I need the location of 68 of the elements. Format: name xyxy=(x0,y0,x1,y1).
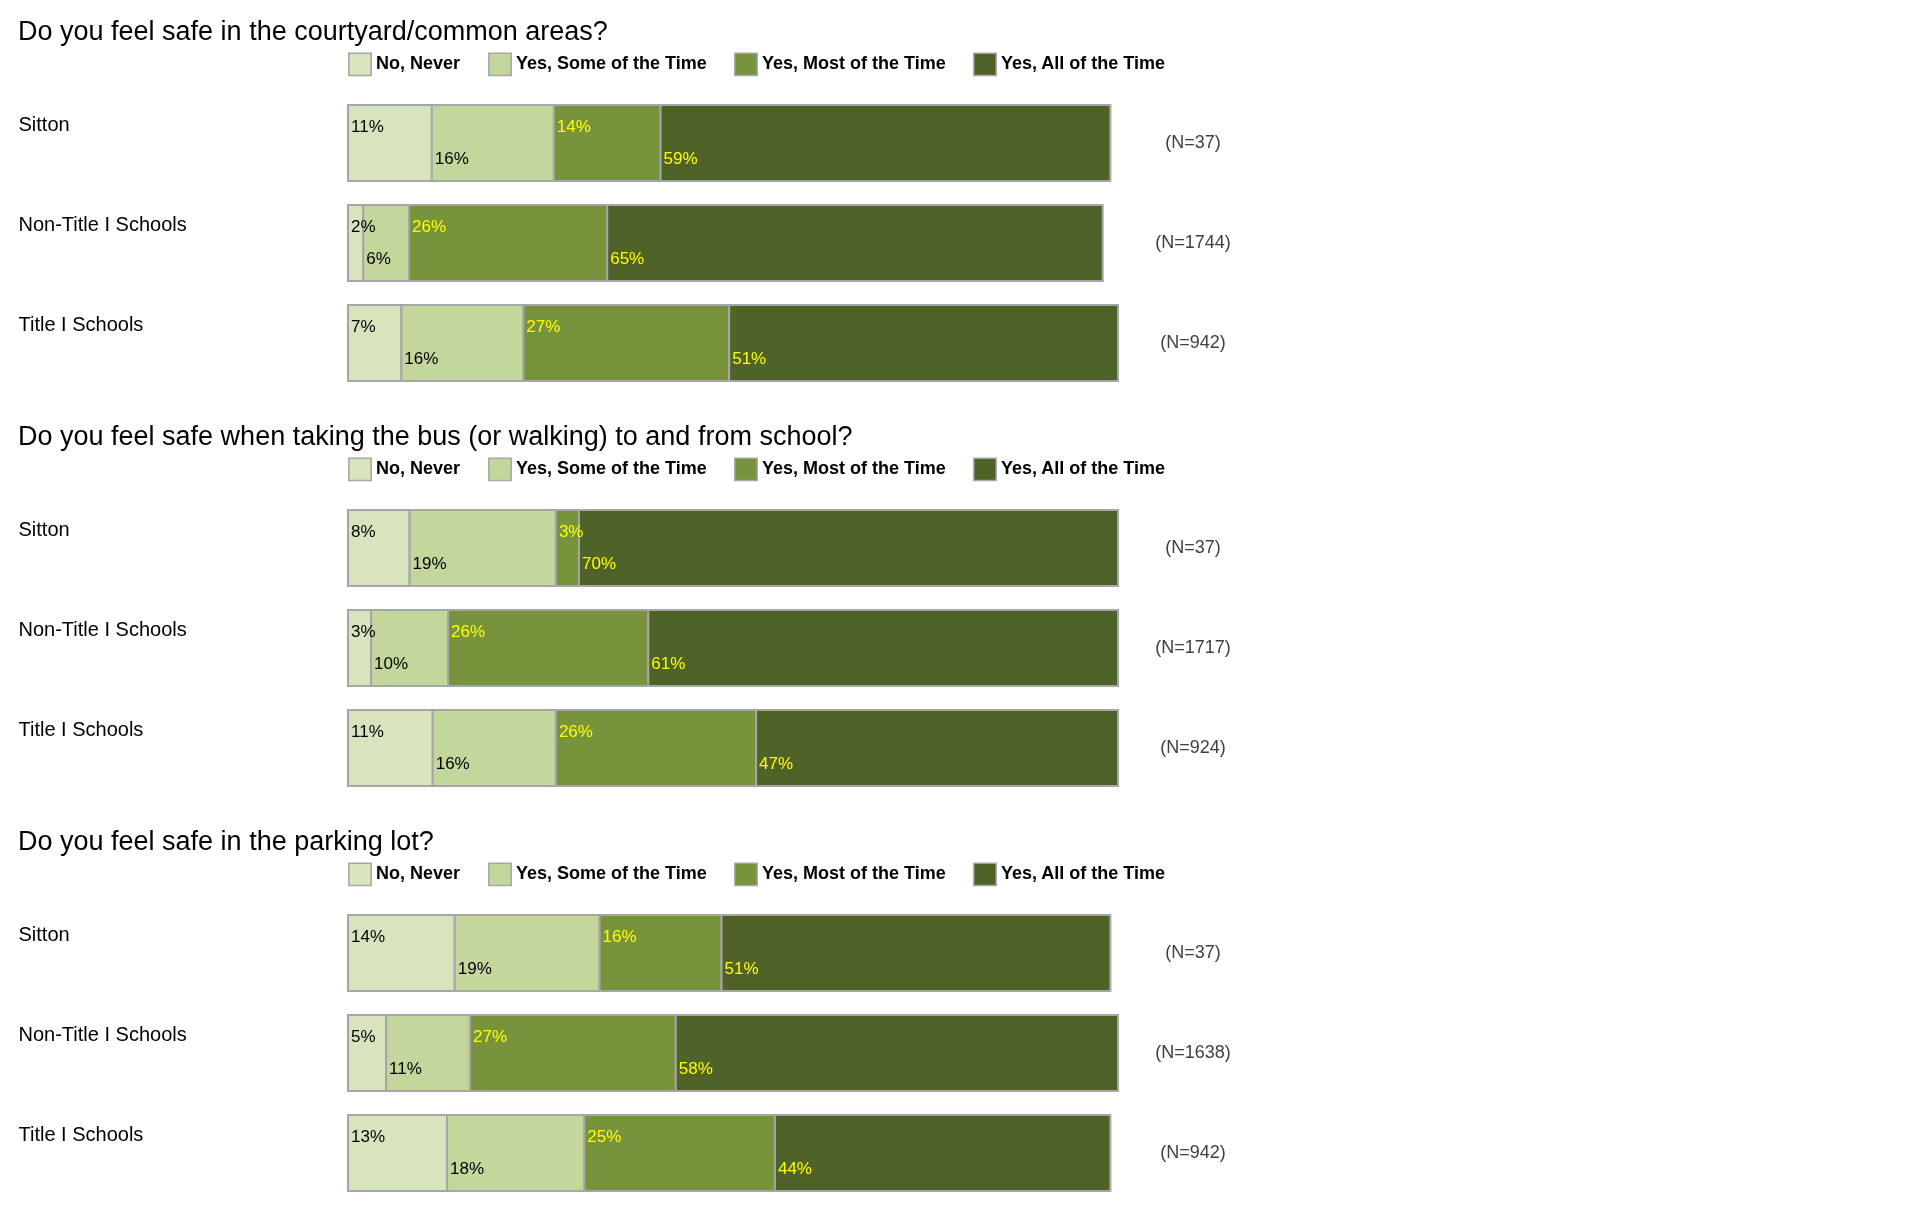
data-label: 11% xyxy=(389,1059,422,1078)
legend-label: No, Never xyxy=(376,863,461,884)
data-label: 16% xyxy=(435,754,470,773)
text: (N=1717) xyxy=(1155,637,1231,657)
y-tick-label: Title I Schools xyxy=(18,1123,144,1145)
data-label: 6% xyxy=(366,249,391,268)
legend-label: Yes, Some of the Time xyxy=(516,863,707,884)
data-label: 51% xyxy=(732,349,767,368)
text: (N=924) xyxy=(1160,737,1226,757)
legend-label: Yes, Most of the Time xyxy=(762,53,946,74)
y-tick-label: Sitton xyxy=(18,518,70,540)
data-label: 58% xyxy=(678,1059,713,1078)
legend-label: Yes, All of the Time xyxy=(1001,53,1166,74)
y-tick-label: Non-Title I Schools xyxy=(18,1023,187,1045)
y-tick-label: Title I Schools xyxy=(18,313,144,335)
data-label: 5% xyxy=(351,1027,376,1046)
data-label: 26% xyxy=(451,622,486,641)
text: (N=37) xyxy=(1165,942,1221,962)
legend-label: No, Never xyxy=(376,458,461,479)
data-label: 47% xyxy=(759,754,794,773)
y-tick-label: Sitton xyxy=(18,923,70,945)
text: (N=1744) xyxy=(1155,232,1231,252)
data-label: 18% xyxy=(450,1159,485,1178)
data-label: 16% xyxy=(602,927,637,946)
data-label: 70% xyxy=(582,554,617,573)
data-label: 26% xyxy=(558,722,593,741)
legend-label: Yes, Most of the Time xyxy=(762,863,946,884)
text: (N=1638) xyxy=(1155,1042,1231,1062)
y-tick-label: Sitton xyxy=(18,113,70,135)
legend-label: Yes, Some of the Time xyxy=(516,458,707,479)
y-tick-label: Non-Title I Schools xyxy=(18,213,187,235)
chart-title: Do you feel safe in the parking lot? xyxy=(18,826,434,856)
y-tick-label: Title I Schools xyxy=(18,718,144,740)
data-label: 65% xyxy=(610,249,645,268)
data-label: 19% xyxy=(457,959,492,978)
legend-label: No, Never xyxy=(376,53,461,74)
text: (N=942) xyxy=(1160,332,1226,352)
y-tick-label: Non-Title I Schools xyxy=(18,618,187,640)
legend-label: Yes, Some of the Time xyxy=(516,53,707,74)
data-label: 61% xyxy=(651,654,686,673)
data-label: 27% xyxy=(472,1027,508,1046)
text: (N=37) xyxy=(1165,537,1221,557)
data-label: 3% xyxy=(351,622,376,641)
data-label: 10% xyxy=(374,654,409,673)
data-label: 25% xyxy=(587,1127,622,1146)
data-label: 27% xyxy=(526,317,561,336)
chart-title: Do you feel safe when taking the bus (or walking) to and from school? xyxy=(18,421,853,451)
data-label: 2% xyxy=(351,217,376,236)
data-label: 16% xyxy=(434,149,469,168)
legend-label: Yes, All of the Time xyxy=(1001,863,1166,884)
data-label: 11% xyxy=(351,722,384,741)
data-label: 51% xyxy=(724,959,759,978)
data-label: 16% xyxy=(404,349,439,368)
data-label: 26% xyxy=(411,217,447,236)
text: (N=942) xyxy=(1160,1142,1226,1162)
data-label: 59% xyxy=(663,149,698,168)
data-label: 7% xyxy=(351,317,376,336)
data-label: 19% xyxy=(412,554,447,573)
legend-label: Yes, Most of the Time xyxy=(762,458,946,479)
data-label: 11% xyxy=(351,117,384,136)
data-label: 8% xyxy=(351,522,376,541)
legend-label: Yes, All of the Time xyxy=(1001,458,1166,479)
data-label: 44% xyxy=(777,1159,812,1178)
text: (N=37) xyxy=(1165,132,1221,152)
data-label: 14% xyxy=(351,927,386,946)
data-label: 13% xyxy=(351,1127,386,1146)
chart-title: Do you feel safe in the courtyard/common areas? xyxy=(18,16,608,46)
data-label: 14% xyxy=(556,117,591,136)
